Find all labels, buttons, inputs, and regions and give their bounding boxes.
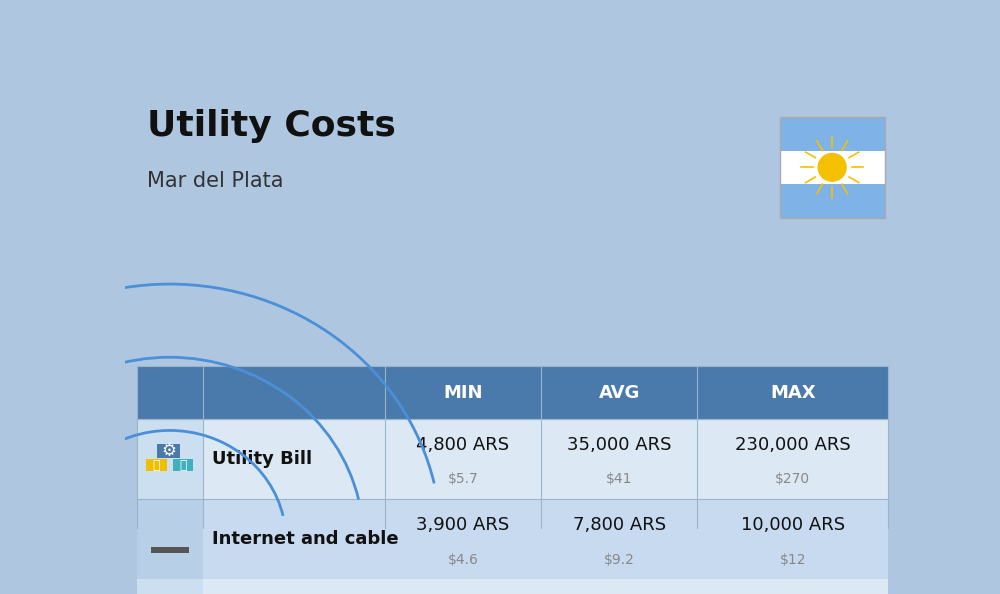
Bar <box>137 579 888 594</box>
Bar <box>146 459 167 472</box>
Text: $270: $270 <box>775 472 810 486</box>
Text: $9.2: $9.2 <box>604 552 635 567</box>
Bar <box>780 184 885 217</box>
Bar <box>780 150 885 184</box>
Text: 🔌: 🔌 <box>153 459 160 472</box>
Bar <box>151 547 189 553</box>
Bar <box>137 419 203 499</box>
Ellipse shape <box>818 153 846 181</box>
Text: $12: $12 <box>780 552 806 567</box>
Bar <box>137 499 203 579</box>
Text: MAX: MAX <box>770 384 816 402</box>
Bar <box>780 117 885 150</box>
Bar <box>137 499 888 579</box>
Text: AVG: AVG <box>599 384 640 402</box>
Text: MIN: MIN <box>443 384 483 402</box>
Text: Utility Costs: Utility Costs <box>147 109 396 143</box>
Text: 10,000 ARS: 10,000 ARS <box>741 516 845 534</box>
Bar <box>137 579 203 594</box>
Bar <box>173 459 193 472</box>
Text: 7,800 ARS: 7,800 ARS <box>573 516 666 534</box>
Text: $41: $41 <box>606 472 632 486</box>
Text: Utility Bill: Utility Bill <box>212 450 312 468</box>
Bar <box>137 419 888 499</box>
Text: $4.6: $4.6 <box>447 552 478 567</box>
Bar <box>157 444 180 457</box>
Text: 35,000 ARS: 35,000 ARS <box>567 436 671 454</box>
Text: ⚙: ⚙ <box>161 442 176 460</box>
Circle shape <box>168 539 171 541</box>
Text: 💧: 💧 <box>179 459 187 472</box>
Text: Internet and cable: Internet and cable <box>212 530 399 548</box>
Text: $5.7: $5.7 <box>448 472 478 486</box>
Bar <box>137 366 888 419</box>
Text: 4,800 ARS: 4,800 ARS <box>416 436 509 454</box>
Text: Mar del Plata: Mar del Plata <box>147 171 283 191</box>
Text: 230,000 ARS: 230,000 ARS <box>735 436 851 454</box>
Text: 3,900 ARS: 3,900 ARS <box>416 516 510 534</box>
